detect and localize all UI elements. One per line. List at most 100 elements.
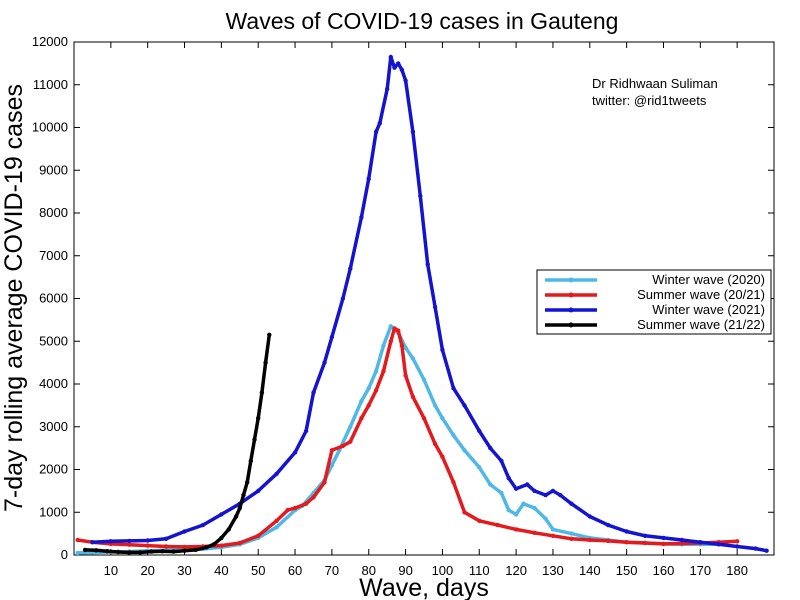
data-point: [587, 514, 592, 519]
data-point: [499, 490, 504, 496]
y-tick-label: 10000: [32, 120, 68, 135]
data-point: [513, 512, 519, 517]
data-point: [525, 482, 530, 487]
data-point: [698, 540, 703, 545]
data-point: [145, 543, 150, 548]
data-point: [495, 522, 500, 528]
data-point: [477, 428, 482, 434]
x-tick-label: 20: [140, 563, 154, 578]
data-point: [303, 428, 309, 434]
data-point: [432, 441, 438, 447]
data-point: [267, 332, 272, 337]
legend-label: Winter wave (2021): [652, 302, 765, 317]
data-point: [233, 514, 239, 519]
data-point: [160, 549, 165, 554]
data-point: [182, 548, 187, 553]
data-point: [373, 388, 379, 393]
data-point: [105, 549, 110, 554]
data-point: [248, 458, 253, 464]
y-tick-label: 1000: [39, 504, 68, 519]
data-point: [550, 488, 556, 494]
data-point: [403, 373, 408, 378]
legend-marker: [568, 292, 574, 298]
y-tick-label: 2000: [39, 462, 68, 477]
data-point: [403, 78, 408, 83]
data-point: [661, 541, 666, 547]
y-tick-label: 6000: [39, 291, 68, 306]
data-point: [237, 540, 242, 546]
x-tick-label: 150: [616, 563, 638, 578]
series-line: [85, 334, 272, 555]
data-point: [451, 433, 456, 438]
x-tick-label: 160: [653, 563, 675, 578]
legend-label: Summer wave (21/22): [637, 317, 765, 332]
x-tick-label: 100: [432, 563, 454, 578]
data-point: [396, 328, 401, 333]
data-point: [377, 121, 382, 126]
data-point: [624, 529, 629, 534]
x-tick-label: 30: [177, 563, 191, 578]
data-point: [385, 86, 390, 92]
data-point: [259, 390, 265, 395]
data-point: [569, 531, 574, 536]
data-point: [226, 527, 231, 532]
data-point: [513, 527, 519, 532]
data-point: [366, 176, 371, 181]
data-point: [462, 403, 467, 408]
data-point: [127, 542, 132, 547]
credit-twitter: twitter: @rid1tweets: [592, 93, 707, 108]
data-point: [322, 480, 327, 485]
legend-item: Winter wave (2020): [545, 272, 765, 287]
y-axis-label: 7-day rolling average COVID-19 cases: [0, 84, 28, 512]
legend-marker: [568, 322, 574, 328]
data-point: [292, 505, 298, 511]
x-tick-label: 140: [579, 563, 601, 578]
data-point: [303, 501, 309, 506]
data-point: [241, 492, 246, 498]
data-point: [182, 544, 187, 550]
y-tick-label: 7000: [39, 248, 68, 263]
x-tick-label: 180: [726, 563, 748, 578]
data-point: [642, 533, 648, 538]
legend-label: Summer wave (20/21): [637, 287, 765, 302]
data-point: [521, 501, 526, 506]
data-point: [543, 516, 548, 521]
data-point: [399, 343, 405, 348]
data-point: [440, 416, 445, 421]
data-point: [200, 522, 206, 528]
data-point: [550, 533, 556, 538]
data-point: [606, 522, 611, 528]
data-point: [764, 548, 769, 553]
y-tick-label: 8000: [39, 205, 68, 220]
data-point: [182, 529, 187, 534]
data-point: [488, 445, 493, 451]
data-point: [340, 296, 346, 301]
data-point: [322, 360, 327, 365]
series-4: [82, 332, 272, 555]
x-tick-label: 130: [542, 563, 564, 578]
data-point: [263, 360, 268, 365]
data-point: [274, 525, 279, 530]
data-point: [256, 488, 261, 494]
data-point: [359, 416, 364, 421]
data-point: [274, 518, 279, 523]
data-point: [392, 65, 397, 70]
data-point: [624, 540, 629, 545]
data-point: [477, 465, 482, 470]
data-point: [735, 544, 740, 549]
y-tick-label: 5000: [39, 333, 68, 348]
data-point: [440, 347, 445, 352]
data-point: [381, 343, 386, 348]
y-tick-label: 12000: [32, 34, 68, 49]
data-point: [359, 398, 364, 404]
data-point: [513, 486, 519, 491]
data-point: [274, 471, 279, 476]
x-tick-label: 70: [325, 563, 339, 578]
data-point: [138, 550, 143, 555]
data-point: [399, 67, 405, 73]
data-point: [163, 544, 169, 549]
data-point: [421, 416, 427, 421]
x-axis-label: Wave, days: [359, 574, 489, 600]
data-point: [735, 539, 740, 544]
data-point: [388, 324, 393, 329]
